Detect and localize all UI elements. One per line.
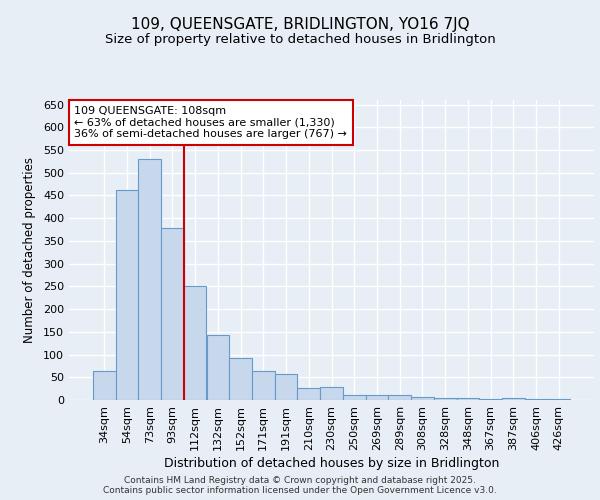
Bar <box>93 372 116 400</box>
Bar <box>320 388 343 400</box>
Bar <box>229 358 252 400</box>
Bar <box>434 398 457 400</box>
Bar <box>298 388 320 400</box>
Text: Contains HM Land Registry data © Crown copyright and database right 2025.
Contai: Contains HM Land Registry data © Crown c… <box>103 476 497 495</box>
Bar <box>139 159 161 400</box>
Bar <box>184 286 206 400</box>
Bar <box>252 372 275 400</box>
Bar <box>479 398 502 400</box>
Y-axis label: Number of detached properties: Number of detached properties <box>23 157 36 343</box>
Bar <box>343 396 365 400</box>
Bar <box>547 398 570 400</box>
Bar <box>388 394 411 400</box>
X-axis label: Distribution of detached houses by size in Bridlington: Distribution of detached houses by size … <box>164 457 499 470</box>
Bar <box>365 396 388 400</box>
Bar <box>411 397 434 400</box>
Bar <box>161 228 184 400</box>
Text: 109 QUEENSGATE: 108sqm
← 63% of detached houses are smaller (1,330)
36% of semi-: 109 QUEENSGATE: 108sqm ← 63% of detached… <box>74 106 347 139</box>
Bar <box>502 398 524 400</box>
Bar <box>116 190 139 400</box>
Text: Size of property relative to detached houses in Bridlington: Size of property relative to detached ho… <box>104 32 496 46</box>
Bar <box>457 398 479 400</box>
Bar <box>524 398 547 400</box>
Bar <box>206 335 229 400</box>
Bar <box>275 374 298 400</box>
Text: 109, QUEENSGATE, BRIDLINGTON, YO16 7JQ: 109, QUEENSGATE, BRIDLINGTON, YO16 7JQ <box>131 18 469 32</box>
